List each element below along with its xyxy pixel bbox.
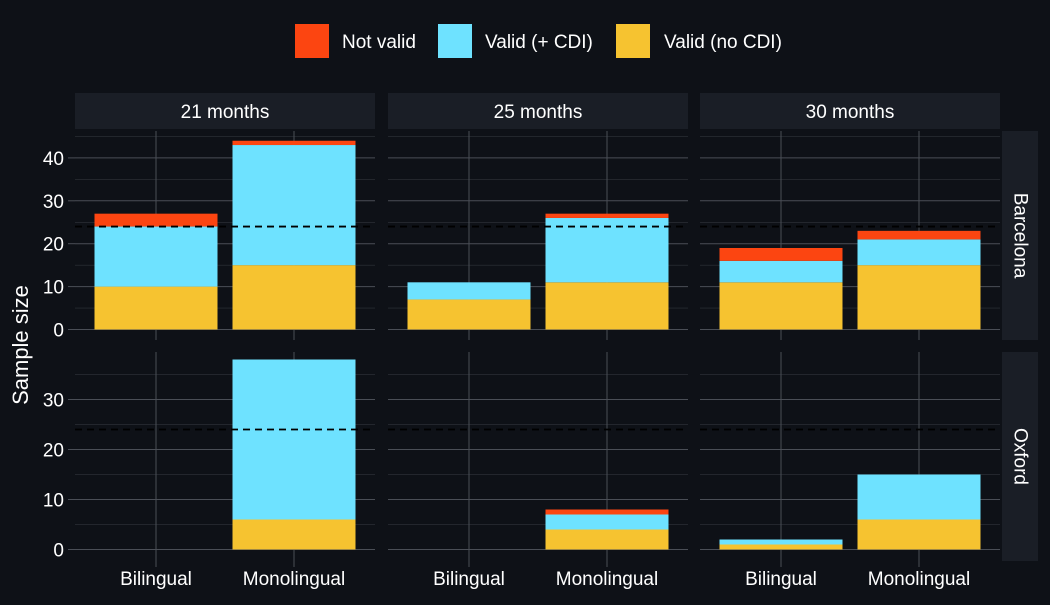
bar-segment-not_valid (94, 213, 218, 227)
bar-segment-valid_cdi (232, 359, 356, 520)
y-tick-label: 30 (43, 391, 64, 412)
legend-swatch-valid_cdi (438, 24, 472, 58)
x-tick-label: Monolingual (243, 569, 345, 590)
bar-segment-not_valid (545, 509, 669, 515)
x-tick-label: Bilingual (433, 569, 505, 590)
bar-segment-valid_cdi (545, 514, 669, 530)
y-tick-label: 0 (53, 321, 64, 342)
bar-segment-valid_cdi (545, 217, 669, 283)
y-tick-label: 40 (43, 149, 64, 170)
bar-segment-valid_cdi (232, 145, 356, 266)
bar-segment-valid_nocdi (719, 544, 843, 550)
y-tick-label: 10 (43, 491, 64, 512)
facet-strip-column (700, 93, 1000, 129)
x-tick-label: Bilingual (120, 569, 192, 590)
bar-segment-valid_cdi (857, 474, 981, 520)
legend-label-valid_cdi: Valid (+ CDI) (485, 32, 593, 53)
y-tick-label: 20 (43, 441, 64, 462)
facet-strip-row (1002, 352, 1038, 561)
bar-segment-valid_cdi (407, 282, 531, 300)
legend-label-valid_nocdi: Valid (no CDI) (664, 32, 782, 53)
x-tick-label: Bilingual (745, 569, 817, 590)
bar-segment-valid_cdi (94, 226, 218, 287)
facet-strip-row-label: Barcelona (1010, 193, 1031, 279)
y-tick-label: 0 (53, 541, 64, 562)
bar-segment-valid_nocdi (857, 519, 981, 550)
facet-strip-label: 21 months (181, 102, 270, 123)
x-tick-label: Monolingual (556, 569, 658, 590)
bar-segment-valid_nocdi (94, 286, 218, 330)
legend-swatch-not_valid (295, 24, 329, 58)
bar-segment-not_valid (857, 230, 981, 240)
bar-segment-valid_nocdi (545, 282, 669, 330)
x-tick-label: Monolingual (868, 569, 970, 590)
legend-swatch-valid_nocdi (616, 24, 650, 58)
bar-segment-valid_nocdi (407, 299, 531, 330)
bar-segment-not_valid (719, 247, 843, 261)
facet-strip-row (1002, 131, 1038, 340)
bar-segment-not_valid (545, 213, 669, 218)
facet-strip-column (388, 93, 688, 129)
y-tick-label: 30 (43, 192, 64, 213)
legend-label-not_valid: Not valid (342, 32, 416, 53)
facet-strip-column (75, 93, 375, 129)
facet-strip-label: 25 months (494, 102, 583, 123)
facet-strip-label: 30 months (806, 102, 895, 123)
bar-segment-valid_nocdi (232, 265, 356, 330)
bar-segment-valid_nocdi (545, 529, 669, 550)
y-axis-title: Sample size (8, 285, 33, 405)
bar-segment-valid_cdi (857, 239, 981, 266)
bar-segment-not_valid (232, 140, 356, 146)
y-tick-label: 10 (43, 278, 64, 299)
y-tick-label: 20 (43, 235, 64, 256)
bar-segment-valid_nocdi (857, 265, 981, 330)
bar-segment-valid_nocdi (719, 282, 843, 330)
bar-segment-valid_cdi (719, 260, 843, 283)
bar-segment-valid_nocdi (232, 519, 356, 550)
facet-strip-row-label: Oxford (1010, 428, 1031, 485)
bar-segment-valid_cdi (719, 539, 843, 545)
